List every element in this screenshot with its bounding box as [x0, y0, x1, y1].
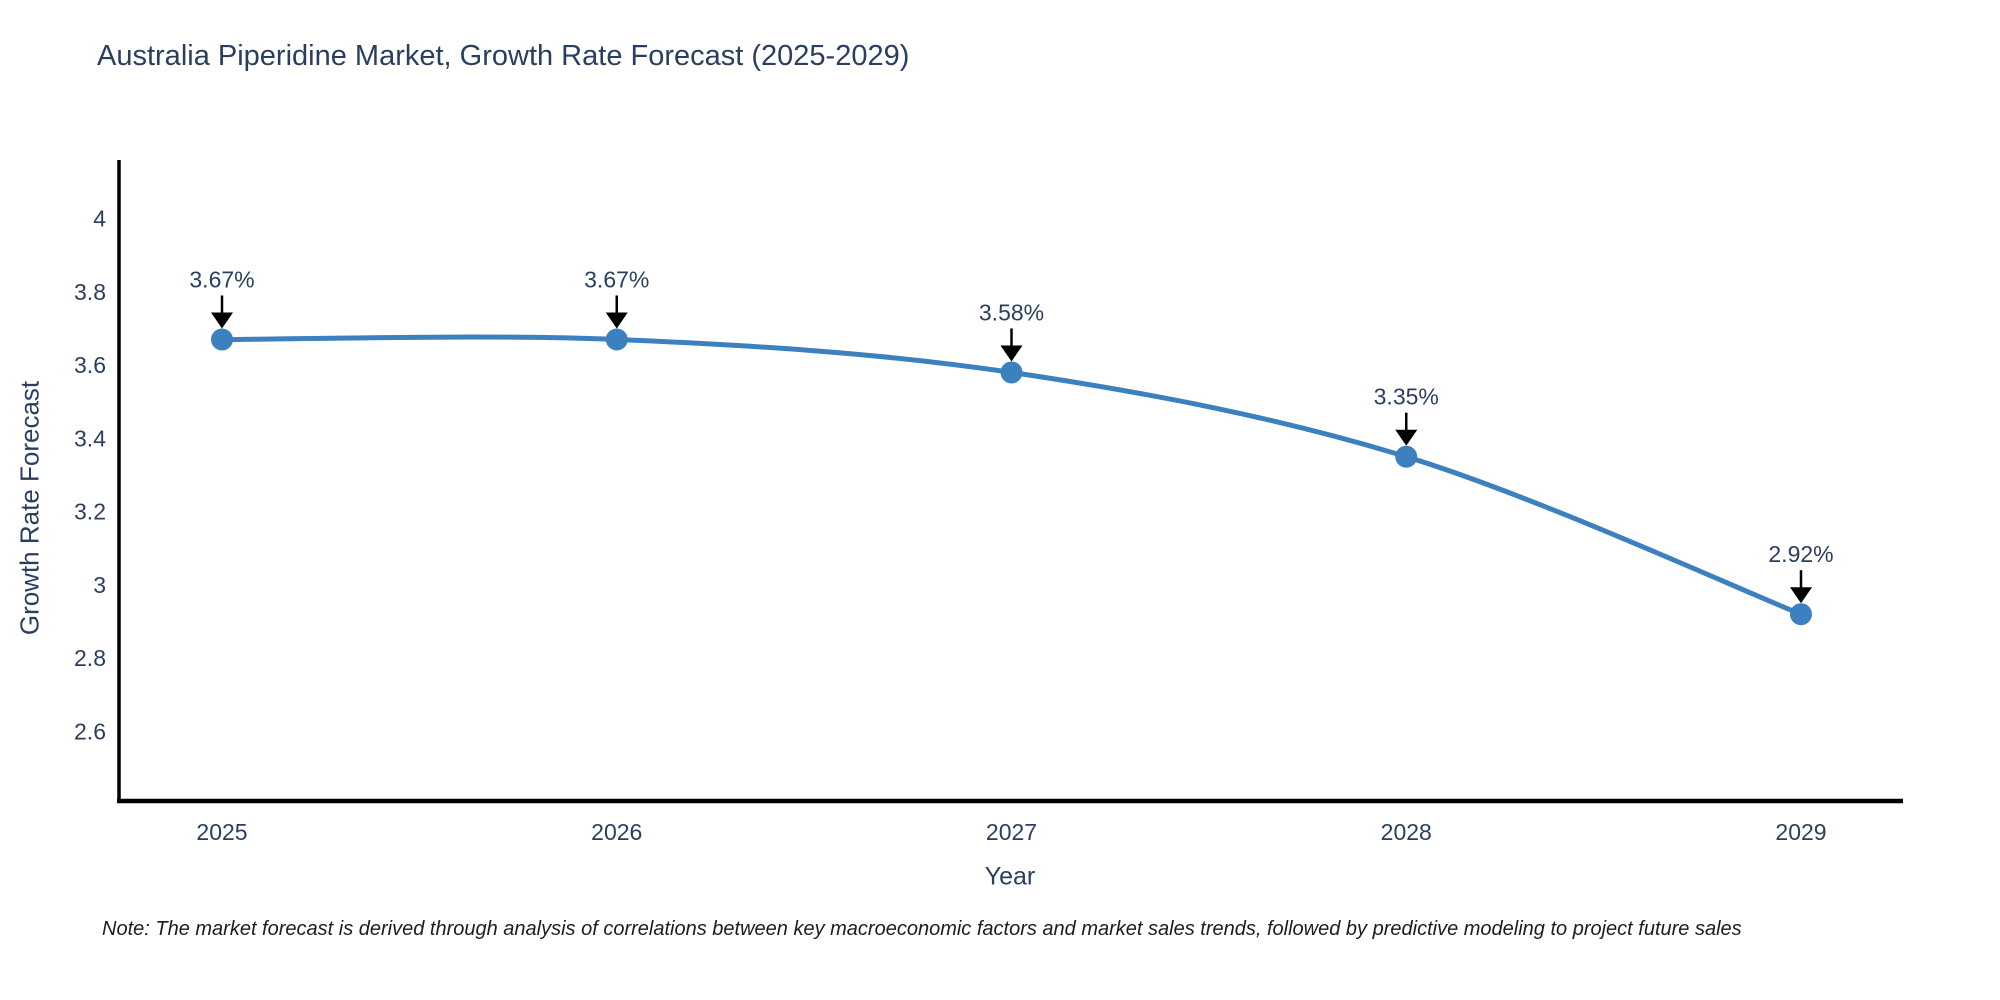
data-point [605, 328, 628, 351]
point-value-label: 3.67% [189, 266, 254, 292]
point-value-label: 2.92% [1768, 541, 1833, 567]
point-value-label: 3.35% [1374, 384, 1439, 410]
data-point [1000, 361, 1023, 384]
data-point [1395, 445, 1418, 468]
point-value-label: 3.58% [979, 299, 1044, 325]
y-tick-label: 2.6 [74, 718, 106, 744]
data-point [1790, 603, 1812, 626]
annotation-arrowhead [1395, 429, 1418, 446]
point-value-label: 3.67% [584, 266, 649, 292]
y-tick-label: 3.2 [74, 499, 106, 525]
y-tick-label: 3.6 [74, 352, 106, 378]
y-tick-label: 3.4 [74, 425, 106, 451]
x-tick-label: 2026 [591, 819, 642, 845]
x-tick-label: 2028 [1381, 819, 1432, 845]
annotation-arrowhead [211, 312, 233, 329]
chart-title: Australia Piperidine Market, Growth Rate… [97, 40, 910, 72]
y-tick-label: 3.8 [74, 279, 106, 305]
x-tick-label: 2025 [196, 819, 247, 845]
y-tick-label: 2.8 [74, 645, 106, 671]
x-tick-label: 2027 [986, 819, 1037, 845]
annotation-arrowhead [1000, 345, 1023, 362]
footnote: Note: The market forecast is derived thr… [102, 918, 1742, 940]
y-tick-label: 3 [93, 572, 106, 598]
annotation-arrowhead [605, 312, 628, 329]
y-tick-label: 4 [93, 206, 106, 232]
data-point [211, 328, 233, 351]
annotation-arrowhead [1790, 587, 1812, 604]
x-axis-title: Year [984, 862, 1036, 891]
x-tick-label: 2029 [1775, 819, 1826, 845]
